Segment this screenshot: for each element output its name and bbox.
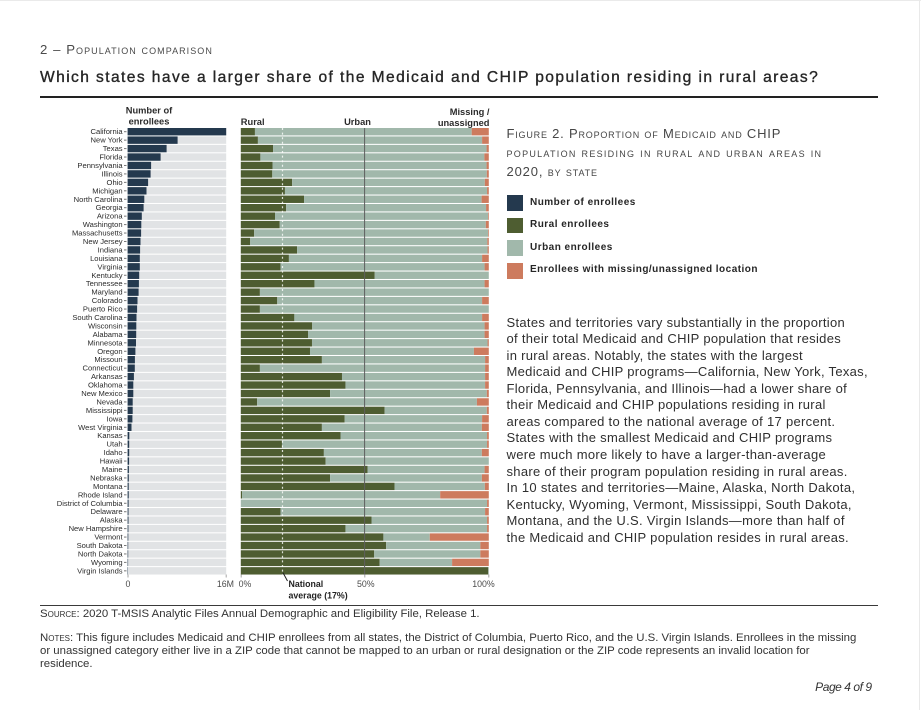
svg-text:Washington: Washington <box>83 220 123 229</box>
svg-text:average (17%): average (17%) <box>289 591 348 601</box>
svg-text:Missing /: Missing / <box>450 107 490 117</box>
svg-text:New York: New York <box>91 136 123 145</box>
svg-text:Indiana: Indiana <box>98 245 124 254</box>
svg-text:North Dakota: North Dakota <box>78 549 124 558</box>
svg-text:Urban: Urban <box>344 117 371 127</box>
svg-text:Louisiana: Louisiana <box>90 254 123 263</box>
svg-text:Michigan: Michigan <box>92 186 122 195</box>
svg-text:Texas: Texas <box>103 144 123 153</box>
svg-text:New Mexico: New Mexico <box>81 389 122 398</box>
svg-text:Number of: Number of <box>126 106 173 116</box>
svg-text:Colorado: Colorado <box>92 296 123 305</box>
svg-text:District of Columbia: District of Columbia <box>57 499 124 508</box>
svg-text:Rhode Island: Rhode Island <box>78 490 123 499</box>
svg-text:Oklahoma: Oklahoma <box>88 381 123 390</box>
svg-text:16M: 16M <box>217 579 234 589</box>
svg-text:Kansas: Kansas <box>97 431 123 440</box>
svg-text:0: 0 <box>126 579 131 589</box>
svg-text:Georgia: Georgia <box>96 203 124 212</box>
svg-text:Pennsylvania: Pennsylvania <box>77 161 123 170</box>
svg-text:Virginia: Virginia <box>97 262 123 271</box>
svg-text:Minnesota: Minnesota <box>88 338 124 347</box>
svg-text:Utah: Utah <box>107 440 123 449</box>
svg-text:Iowa: Iowa <box>107 414 124 423</box>
svg-text:Delaware: Delaware <box>91 507 123 516</box>
svg-text:Nebraska: Nebraska <box>90 473 123 482</box>
svg-text:Oregon: Oregon <box>97 347 122 356</box>
svg-text:Vermont: Vermont <box>94 533 123 542</box>
svg-text:Hawaii: Hawaii <box>100 457 123 466</box>
svg-text:enrollees: enrollees <box>129 117 170 127</box>
svg-text:Alaska: Alaska <box>100 516 124 525</box>
svg-text:Puerto Rico: Puerto Rico <box>83 305 123 314</box>
svg-text:unassigned: unassigned <box>438 118 490 128</box>
svg-text:North Carolina: North Carolina <box>74 195 124 204</box>
svg-text:West Virginia: West Virginia <box>78 423 123 432</box>
svg-text:Maine: Maine <box>102 465 123 474</box>
svg-text:Massachusetts: Massachusetts <box>72 229 123 238</box>
svg-text:Arizona: Arizona <box>97 212 124 221</box>
svg-text:Virgin Islands: Virgin Islands <box>77 566 123 575</box>
svg-text:100%: 100% <box>472 579 495 589</box>
svg-text:Wyoming: Wyoming <box>91 558 123 567</box>
svg-text:50%: 50% <box>357 579 375 589</box>
svg-text:Maryland: Maryland <box>91 288 122 297</box>
svg-text:Montana: Montana <box>93 482 123 491</box>
svg-text:Rural: Rural <box>241 117 265 127</box>
svg-text:South Carolina: South Carolina <box>72 313 123 322</box>
svg-text:Alabama: Alabama <box>93 330 124 339</box>
svg-text:Kentucky: Kentucky <box>91 271 122 280</box>
svg-text:Idaho: Idaho <box>104 448 123 457</box>
svg-text:South Dakota: South Dakota <box>77 541 124 550</box>
svg-text:Connecticut: Connecticut <box>82 364 123 373</box>
svg-text:Nevada: Nevada <box>96 397 123 406</box>
svg-text:Tennessee: Tennessee <box>86 279 123 288</box>
svg-text:Mississippi: Mississippi <box>86 406 123 415</box>
svg-text:Missouri: Missouri <box>94 355 123 364</box>
svg-text:New Hampshire: New Hampshire <box>69 524 123 533</box>
svg-text:Florida: Florida <box>99 153 123 162</box>
svg-text:California: California <box>91 127 124 136</box>
svg-text:Ohio: Ohio <box>107 178 123 187</box>
svg-text:National: National <box>289 579 324 589</box>
svg-text:Illinois: Illinois <box>101 169 122 178</box>
svg-text:0%: 0% <box>239 579 252 589</box>
svg-text:Wisconsin: Wisconsin <box>88 321 123 330</box>
svg-text:New Jersey: New Jersey <box>83 237 123 246</box>
svg-text:Arkansas: Arkansas <box>91 372 123 381</box>
